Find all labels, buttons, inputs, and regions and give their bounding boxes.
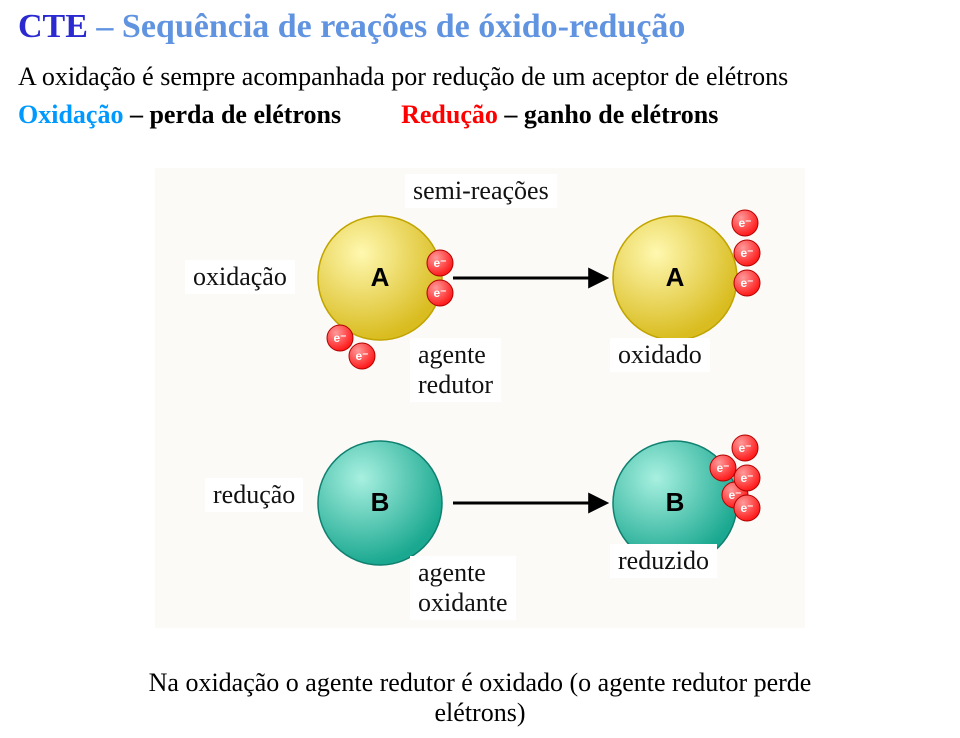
svg-text:B: B (666, 487, 685, 517)
label-oxidacao: oxidação (185, 260, 295, 294)
def-oxidacao: Oxidação – perda de elétrons (18, 100, 341, 130)
svg-text:e⁻: e⁻ (738, 441, 751, 455)
svg-text:e⁻: e⁻ (716, 461, 729, 475)
svg-text:e⁻: e⁻ (740, 246, 753, 260)
footer-line-1: Na oxidação o agente redutor é oxidado (… (0, 668, 960, 698)
svg-text:A: A (666, 262, 685, 292)
label-semi-reacoes: semi-reações (405, 174, 557, 208)
label-agente-redutor: agente redutor (410, 338, 501, 402)
footer-text: Na oxidação o agente redutor é oxidado (… (0, 668, 960, 728)
label-agente-redutor-l2: redutor (418, 370, 493, 399)
definitions-row: Oxidação – perda de elétrons Redução – g… (0, 94, 960, 130)
def-reducao: Redução – ganho de elétrons (401, 100, 718, 130)
svg-text:B: B (371, 487, 390, 517)
page-title: CTE – Sequência de reações de óxido-redu… (0, 0, 960, 52)
label-agente-redutor-l1: agente (418, 340, 486, 369)
svg-text:e⁻: e⁻ (738, 216, 751, 230)
def-reducao-rest: – ganho de elétrons (498, 100, 719, 129)
label-agente-oxidante-l1: agente (418, 558, 486, 587)
label-reducao: redução (205, 478, 303, 512)
def-reducao-key: Redução (401, 100, 498, 129)
title-cte: CTE (18, 8, 88, 45)
title-rest: – Sequência de reações de óxido-redução (96, 8, 685, 45)
figure-panel: AAe⁻e⁻e⁻e⁻e⁻e⁻e⁻BBe⁻e⁻e⁻e⁻e⁻ semi-reaçõe… (155, 168, 805, 628)
svg-text:e⁻: e⁻ (433, 256, 446, 270)
svg-text:e⁻: e⁻ (740, 501, 753, 515)
label-reduzido: reduzido (610, 544, 717, 578)
def-oxidacao-key: Oxidação (18, 100, 123, 129)
footer-line-2: elétrons) (0, 698, 960, 728)
svg-text:e⁻: e⁻ (355, 349, 368, 363)
svg-text:e⁻: e⁻ (740, 276, 753, 290)
label-agente-oxidante: agente oxidante (410, 556, 516, 620)
svg-text:A: A (371, 262, 390, 292)
svg-text:e⁻: e⁻ (333, 331, 346, 345)
def-oxidacao-rest: – perda de elétrons (123, 100, 341, 129)
svg-text:e⁻: e⁻ (740, 471, 753, 485)
svg-text:e⁻: e⁻ (433, 286, 446, 300)
subtitle: A oxidação é sempre acompanhada por redu… (0, 52, 960, 94)
label-agente-oxidante-l2: oxidante (418, 588, 508, 617)
label-oxidado: oxidado (610, 338, 710, 372)
